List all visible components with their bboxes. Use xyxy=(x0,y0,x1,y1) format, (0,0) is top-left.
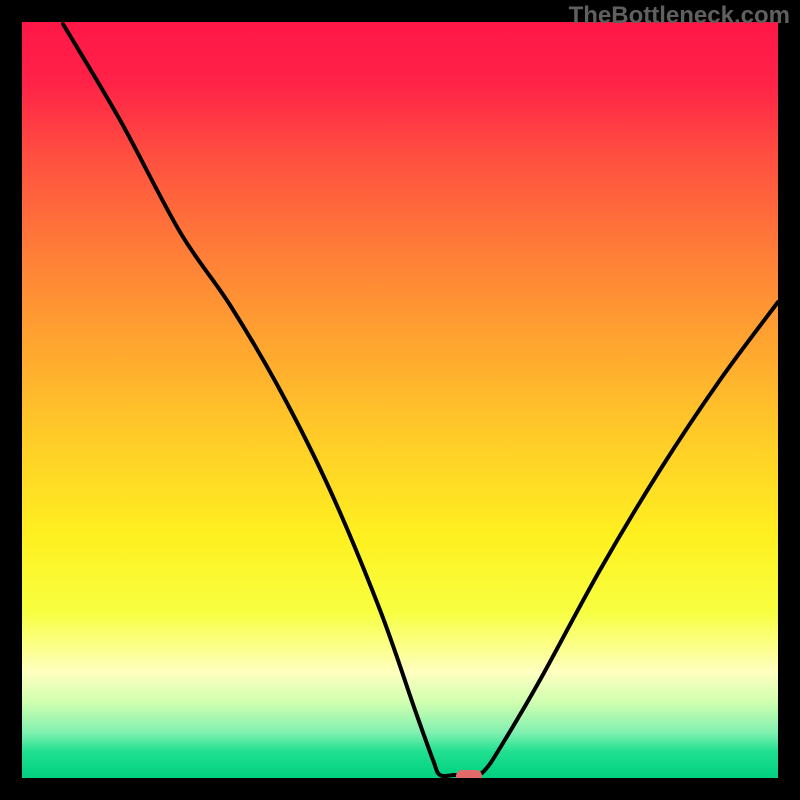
chart-root: TheBottleneck.com xyxy=(0,0,800,800)
bottleneck-chart xyxy=(0,0,800,800)
watermark-text: TheBottleneck.com xyxy=(569,2,790,30)
